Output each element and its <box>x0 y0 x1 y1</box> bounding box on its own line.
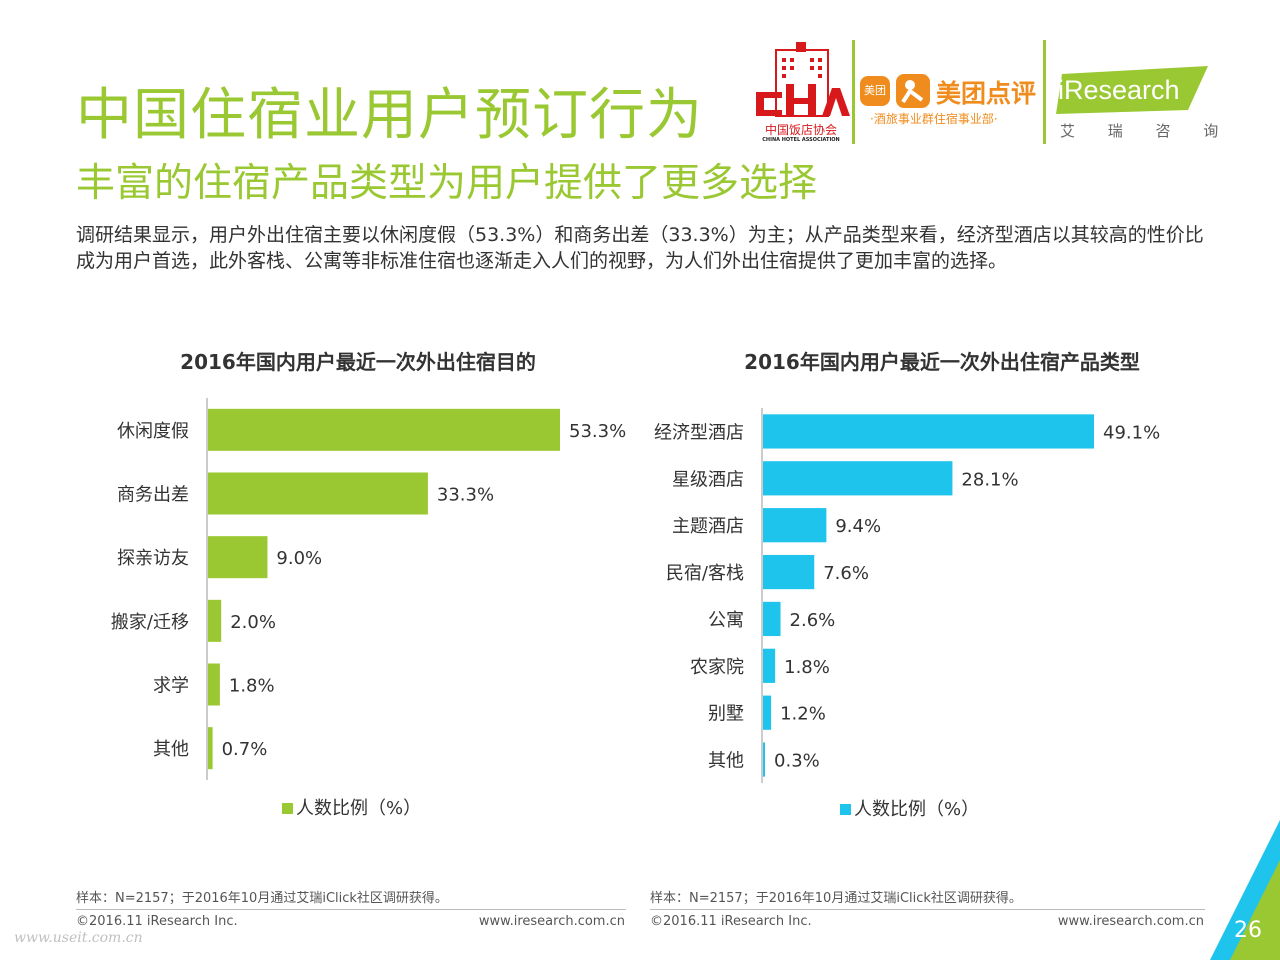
category-label: 其他 <box>708 751 744 772</box>
legend-swatch <box>282 803 293 814</box>
meituan-name: 美团点评 <box>936 79 1037 108</box>
dianping-person-icon <box>896 74 930 108</box>
iresearch-banner-icon <box>1056 66 1208 114</box>
logo-separator <box>1043 40 1046 144</box>
bar <box>763 554 815 590</box>
partner-logos: 中国饭店协会 CHINA HOTEL ASSOCIATION 美团 美团点评 ·… <box>752 40 1222 148</box>
value-label: 1.2% <box>780 704 826 725</box>
category-label: 休闲度假 <box>117 421 189 442</box>
value-label: 9.4% <box>835 516 881 537</box>
chart-title-product-type: 2016年国内用户最近一次外出住宿产品类型 <box>744 350 1140 374</box>
legend-label: 人数比例（%） <box>296 798 421 819</box>
bar <box>208 727 213 770</box>
website-left: www.iresearch.com.cn <box>478 914 625 929</box>
bar <box>208 599 222 642</box>
bar <box>763 742 766 777</box>
bar <box>208 472 428 515</box>
watermark: www.useit.com.cn <box>14 930 143 946</box>
cha-name-cn: 中国饭店协会 <box>764 123 837 137</box>
category-label: 探亲访友 <box>117 548 189 569</box>
meituan-dept: ·酒旅事业群住宿事业部· <box>870 112 998 126</box>
bar <box>763 695 772 730</box>
value-label: 1.8% <box>229 676 275 697</box>
category-label: 搬家/迁移 <box>111 612 189 633</box>
value-label: 2.0% <box>230 612 276 633</box>
category-label: 经济型酒店 <box>654 422 744 443</box>
footer-divider-left <box>76 909 626 910</box>
category-label: 其他 <box>153 739 189 760</box>
category-label: 主题酒店 <box>672 516 744 537</box>
bar <box>763 648 776 683</box>
sample-note-right: 样本：N=2157；于2016年10月通过艾瑞iClick社区调研获得。 <box>650 891 1022 906</box>
category-label: 民宿/客栈 <box>666 563 744 584</box>
footer-divider-right <box>650 909 1205 910</box>
value-label: 28.1% <box>961 469 1018 490</box>
copyright-right: ©2016.11 iResearch Inc. <box>650 914 812 929</box>
value-label: 53.3% <box>569 421 626 442</box>
website-right: www.iresearch.com.cn <box>1057 914 1204 929</box>
corner-decoration-icon <box>1210 820 1280 960</box>
bar <box>763 414 1094 449</box>
bar <box>763 601 781 637</box>
value-label: 33.3% <box>437 485 494 506</box>
value-label: 9.0% <box>276 548 322 569</box>
iresearch-logo: iResearch 艾 瑞 咨 询 <box>1056 66 1218 146</box>
cha-logo: 中国饭店协会 CHINA HOTEL ASSOCIATION <box>752 40 850 144</box>
bar <box>208 536 268 579</box>
page-title: 中国住宿业用户预订行为 <box>76 83 703 148</box>
iresearch-name-cn: 艾 瑞 咨 询 <box>1060 122 1233 140</box>
legend-label: 人数比例（%） <box>854 799 979 820</box>
value-label: 2.6% <box>790 610 836 631</box>
value-label: 49.1% <box>1103 422 1160 443</box>
category-label: 农家院 <box>690 657 744 678</box>
bar <box>208 408 560 451</box>
legend-swatch <box>840 804 851 815</box>
cha-emblem-icon <box>756 42 850 117</box>
sample-note-left: 样本：N=2157；于2016年10月通过艾瑞iClick社区调研获得。 <box>76 891 448 906</box>
iresearch-name: iResearch <box>1058 75 1180 105</box>
chart-purpose: 休闲度假 53.3% 商务出差 33.3% 探亲访友 9.0% 搬家/迁移 2.0% 求学 1.8… <box>111 398 626 819</box>
bar <box>763 508 827 543</box>
bar <box>208 663 220 706</box>
cha-name-en: CHINA HOTEL ASSOCIATION <box>762 137 840 143</box>
category-label: 求学 <box>153 676 189 697</box>
logo-separator <box>852 40 855 144</box>
category-label: 公寓 <box>708 610 744 631</box>
copyright-left: ©2016.11 iResearch Inc. <box>76 914 238 929</box>
category-label: 星级酒店 <box>672 469 744 490</box>
category-label: 商务出差 <box>117 485 189 506</box>
meituan-badge-icon: 美团 <box>860 76 890 106</box>
value-label: 7.6% <box>823 563 869 584</box>
value-label: 0.3% <box>774 751 820 772</box>
value-label: 0.7% <box>222 739 268 760</box>
chart-title-purpose: 2016年国内用户最近一次外出住宿目的 <box>180 350 536 374</box>
bar <box>763 461 953 496</box>
page-number: 26 <box>1234 918 1262 943</box>
page-subtitle: 丰富的住宿产品类型为用户提供了更多选择 <box>76 161 818 206</box>
intro-paragraph: 调研结果显示，用户外出住宿主要以休闲度假（53.3%）和商务出差（33.3%）为… <box>76 224 1204 272</box>
category-label: 别墅 <box>708 704 744 725</box>
chart-product-type: 经济型酒店 49.1% 星级酒店 28.1% 主题酒店 9.4% 民宿/客栈 7.6% 公寓 2.… <box>654 408 1160 820</box>
value-label: 1.8% <box>784 657 830 678</box>
meituan-logo: 美团 美团点评 ·酒旅事业群住宿事业部· <box>860 70 1042 140</box>
